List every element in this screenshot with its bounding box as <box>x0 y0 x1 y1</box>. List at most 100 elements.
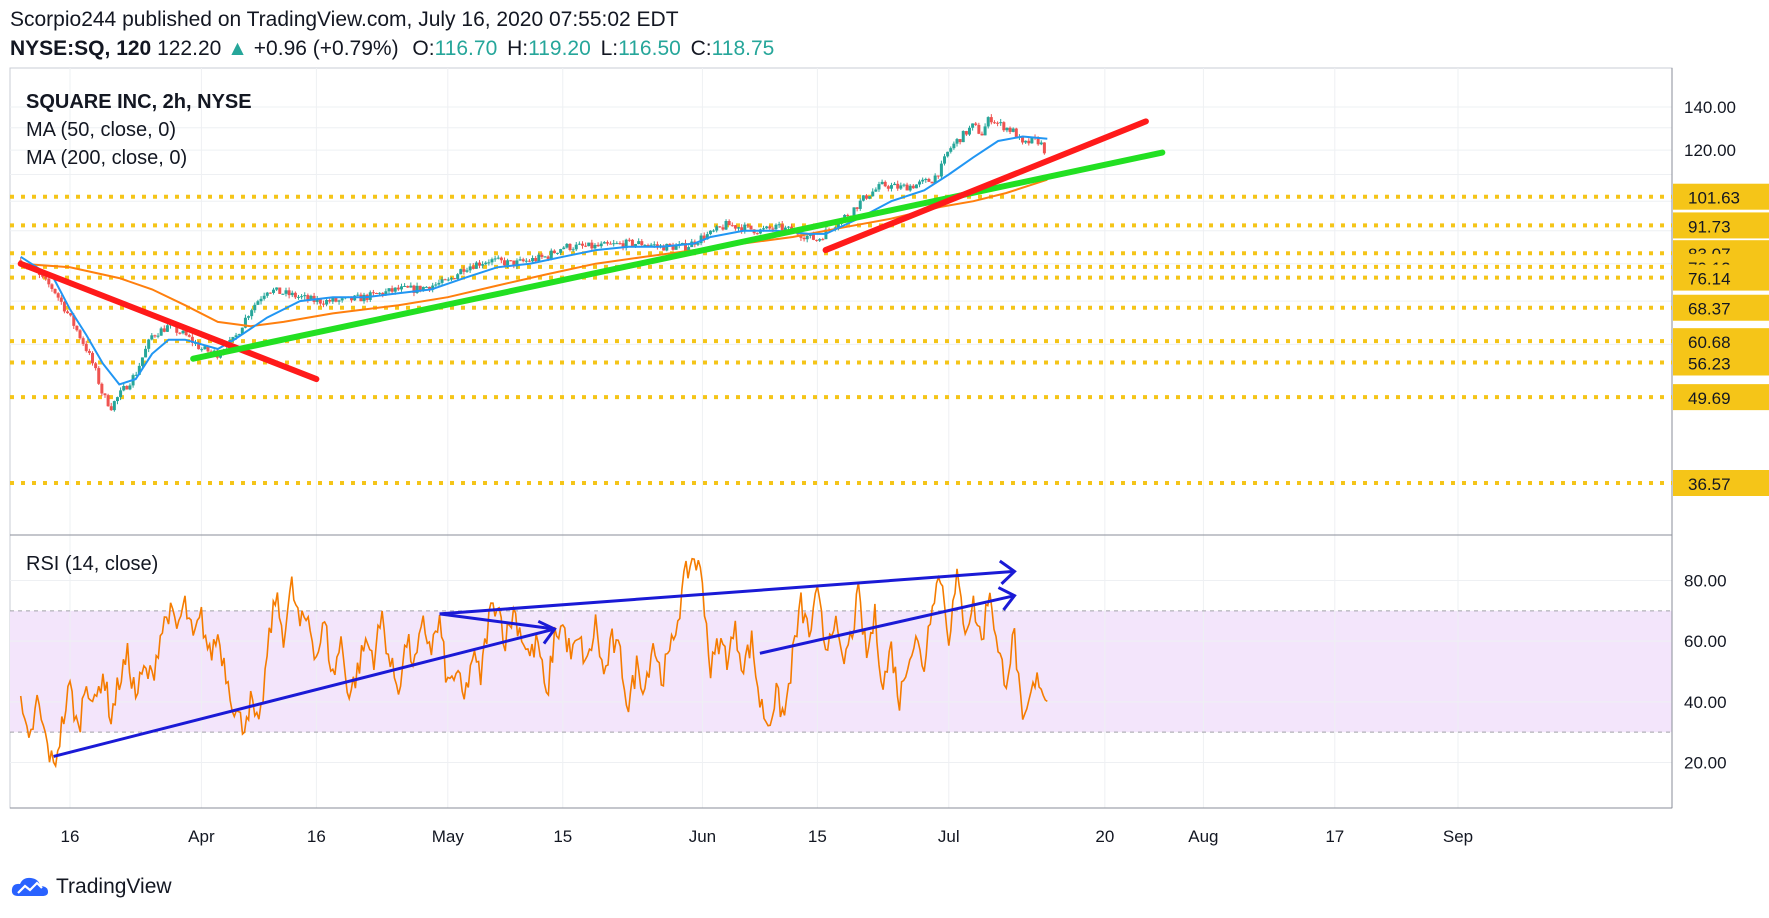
rsi-tick-label: 80.00 <box>1684 572 1727 591</box>
candle-body <box>296 296 300 298</box>
candle-body <box>412 285 416 293</box>
arrowhead <box>997 586 1017 611</box>
candle-body <box>930 181 934 184</box>
footer-brand[interactable]: TradingView <box>10 874 172 900</box>
trendline-red-2[interactable] <box>822 118 1149 254</box>
candle-body <box>580 243 584 246</box>
candle-body <box>524 260 528 262</box>
candle-body <box>499 257 503 261</box>
candle-body <box>783 227 787 231</box>
x-tick-label: 20 <box>1095 827 1114 846</box>
level-label: 91.73 <box>1688 217 1731 236</box>
candle-body <box>527 260 531 262</box>
candle-body <box>649 244 653 246</box>
open-label: O: <box>412 37 435 60</box>
price-trendlines[interactable] <box>17 118 1166 383</box>
candle-body <box>300 296 304 298</box>
candle-body <box>1039 142 1043 145</box>
symbol-line: NYSE:SQ, 120 122.20 ▲ +0.96 (+0.79%) O:1… <box>10 37 778 61</box>
candle-body <box>780 224 784 231</box>
rsi-trendline-3[interactable] <box>759 594 1015 655</box>
candle-body <box>1030 137 1034 144</box>
candle-body <box>961 131 965 143</box>
candle-body <box>808 234 812 236</box>
candle-body <box>577 243 581 245</box>
candle-body <box>552 250 556 254</box>
candle-body <box>546 256 550 259</box>
candle-body <box>247 316 251 318</box>
rsi-trendlines[interactable] <box>53 569 1015 758</box>
candle-body <box>47 278 51 285</box>
candle-body <box>980 133 984 136</box>
x-tick-label: Apr <box>188 827 215 846</box>
candle-body <box>687 247 691 251</box>
candle-body <box>84 343 88 351</box>
candle-body <box>696 243 700 245</box>
candle-body <box>424 286 428 288</box>
candle-body <box>755 233 759 235</box>
candle-body <box>765 226 769 229</box>
candle-body <box>977 124 981 134</box>
candle-body <box>462 269 466 272</box>
candle-body <box>72 315 76 326</box>
candle-body <box>967 127 971 135</box>
candle-body <box>406 285 410 288</box>
candle-body <box>627 239 631 241</box>
rsi-tick-label: 60.00 <box>1684 632 1727 651</box>
candle-body <box>140 357 144 366</box>
candle-body <box>596 244 600 247</box>
x-tick-label: 17 <box>1325 827 1344 846</box>
candle-body <box>502 260 506 266</box>
level-label: 68.37 <box>1688 300 1731 319</box>
level-label: 36.57 <box>1688 475 1731 494</box>
candle-body <box>206 346 210 352</box>
candle-body <box>153 335 157 337</box>
candle-body <box>715 226 719 231</box>
candle-body <box>390 288 394 292</box>
rsi-arrowheads <box>537 559 1017 645</box>
candle-body <box>521 259 525 262</box>
candle-body <box>293 292 297 298</box>
rsi-trendline-1[interactable] <box>439 612 555 631</box>
candle-body <box>864 195 868 199</box>
candle-body <box>1027 140 1031 144</box>
candle-body <box>115 397 119 402</box>
trendline-red-0[interactable] <box>17 260 320 383</box>
candle-body <box>112 401 116 411</box>
level-label: 101.63 <box>1688 189 1740 208</box>
candle-body <box>674 245 678 250</box>
x-tick-label: Aug <box>1188 827 1218 846</box>
candle-body <box>861 195 865 201</box>
candle-body <box>512 260 516 267</box>
time-axis-ticks: 16 Apr 16 May 15 Jun 15 Jul 20 Aug 17 Sep <box>61 827 1474 846</box>
rsi-trendline-2[interactable] <box>439 569 1015 616</box>
candle-body <box>446 279 450 281</box>
candle-body <box>893 183 897 186</box>
candle-body <box>415 285 419 293</box>
trendline-green-1[interactable] <box>190 149 1166 362</box>
candle-body <box>724 221 728 230</box>
candle-body <box>712 230 716 232</box>
candle-body <box>549 250 553 259</box>
candle-body <box>175 325 179 333</box>
level-label: 56.23 <box>1688 354 1731 373</box>
candle-body <box>240 327 244 335</box>
candle-body <box>992 122 996 124</box>
candle-body <box>671 245 675 250</box>
candle-body <box>902 184 906 186</box>
candle-body <box>268 292 272 294</box>
x-tick-label: 16 <box>307 827 326 846</box>
rsi-overbought-oversold-band <box>10 610 1672 733</box>
candle-body <box>1008 127 1012 132</box>
candle-body <box>181 330 185 334</box>
x-tick-label: May <box>432 827 465 846</box>
candle-body <box>621 243 625 249</box>
candle-body <box>705 234 709 240</box>
candle-body <box>565 243 569 248</box>
publisher-line: Scorpio244 published on TradingView.com,… <box>10 8 679 31</box>
rsi-trendline-0[interactable] <box>53 627 555 758</box>
candle-body <box>1014 128 1018 138</box>
candle-body <box>125 385 129 390</box>
candle-body <box>50 284 54 289</box>
